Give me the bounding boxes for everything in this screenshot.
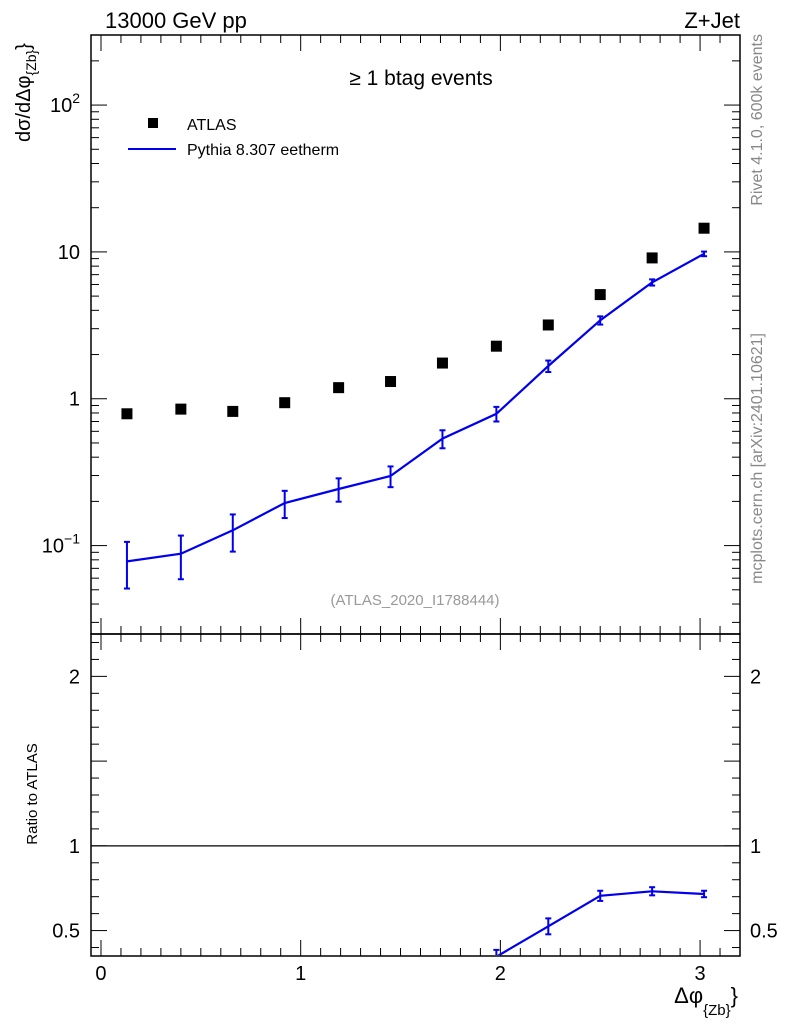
legend-label-atlas: ATLAS (187, 117, 237, 134)
x-tick-label: 3 (694, 963, 705, 985)
pythia-line (126, 252, 705, 563)
ratio-y-tick-label-right: 0.5 (750, 921, 778, 943)
plot-title: ≥ 1 btag events (349, 67, 492, 90)
main-y-tick-label: 10 (58, 242, 80, 264)
atlas-data-point (279, 397, 291, 409)
atlas-data-point (698, 222, 710, 234)
main-mc-series (123, 250, 708, 590)
ratio-mc-series (493, 886, 708, 955)
mcplots-label: mcplots.cern.ch [arXiv:2401.10621] (749, 333, 766, 584)
main-y-tick-label: 10−1 (42, 531, 80, 558)
atlas-data-point (490, 340, 502, 352)
x-tick-label: 0 (95, 963, 106, 985)
main-y-axis-label: dσ/dΔφ{Zb}} (13, 43, 39, 142)
svg-text:dσ/dΔφ{Zb}}: dσ/dΔφ{Zb}} (13, 43, 39, 142)
atlas-data-point (333, 382, 345, 394)
x-tick-label: 2 (495, 963, 506, 985)
ratio-y-tick-label: 2 (69, 666, 80, 688)
legend-label-pythia: Pythia 8.307 eetherm (187, 142, 339, 159)
ratio-plot-frame (90, 633, 741, 957)
header-energy-label: 13000 GeV pp (105, 8, 247, 33)
ratio-y-tick-label-right: 1 (750, 836, 761, 858)
main-y-label-brace: } (13, 43, 35, 50)
main-y-tick-label: 1 (69, 389, 80, 411)
atlas-data-point (227, 405, 239, 417)
analysis-watermark: (ATLAS_2020_I1788444) (330, 592, 499, 609)
main-y-label-main: dσ/dΔφ (13, 75, 35, 142)
main-data-series (121, 222, 710, 420)
header-process-label: Z+Jet (684, 8, 740, 33)
ratio-y-tick-label-right: 2 (750, 666, 761, 688)
atlas-data-point (436, 357, 448, 369)
ratio-y-axis-label: Ratio to ATLAS (24, 743, 41, 844)
atlas-data-point (385, 376, 397, 388)
atlas-data-point (594, 289, 606, 301)
ratio-axis-ticks: 2 2 1 1 0.5 0.5 0 1 2 3 (52, 634, 778, 985)
ratio-pythia-line (497, 890, 705, 955)
atlas-data-point (175, 403, 187, 415)
x-label-main: Δφ (674, 983, 703, 1008)
main-axis-ticks: 102 10 1 10−1 (42, 34, 741, 634)
x-label-brace: } (731, 983, 738, 1008)
legend-marker-atlas (148, 118, 158, 128)
atlas-data-point (542, 319, 554, 331)
ratio-y-tick-label: 1 (69, 836, 80, 858)
rivet-version-label: Rivet 4.1.0, 600k events (749, 34, 766, 206)
x-axis-label: Δφ{Zb}} (674, 983, 738, 1019)
x-tick-label: 1 (295, 963, 306, 985)
atlas-data-point (646, 252, 658, 264)
main-y-tick-label: 102 (50, 90, 80, 117)
x-label-sub: {Zb} (703, 1002, 731, 1019)
main-y-label-sub: {Zb} (23, 50, 39, 76)
ratio-y-tick-label: 0.5 (52, 921, 80, 943)
legend: ATLAS Pythia 8.307 eetherm (128, 117, 339, 159)
atlas-data-point (121, 408, 133, 420)
